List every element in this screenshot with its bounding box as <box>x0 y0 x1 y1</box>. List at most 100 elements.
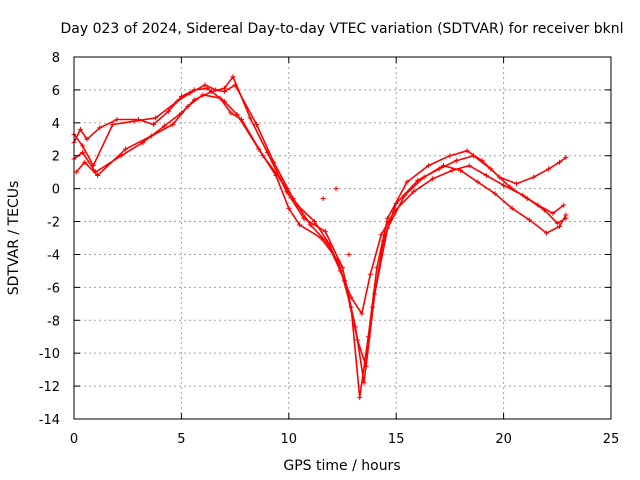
data-point <box>208 89 214 95</box>
data-point <box>80 143 86 149</box>
data-point <box>312 219 318 225</box>
x-ticks: 0 5 10 15 20 25 <box>70 57 619 447</box>
data-point <box>526 217 532 223</box>
y-tick-label: -6 <box>47 281 60 296</box>
y-tick-label: -10 <box>39 347 60 362</box>
data-point <box>322 228 328 234</box>
data-point <box>447 153 453 159</box>
data-point <box>453 158 459 164</box>
data-point <box>333 186 339 192</box>
y-tick-label: -14 <box>39 413 60 428</box>
data-point <box>385 215 391 221</box>
grid <box>74 57 611 419</box>
data-point <box>307 222 313 228</box>
data-point <box>254 121 260 127</box>
data-point <box>492 191 498 197</box>
data-point <box>346 251 352 257</box>
data-point <box>217 95 223 101</box>
data-point <box>200 92 206 98</box>
data-point <box>372 291 378 297</box>
data-point <box>340 265 345 271</box>
y-tick-label: 6 <box>52 84 60 99</box>
data-point <box>213 87 219 93</box>
data-point <box>170 121 176 127</box>
data-point <box>228 110 234 116</box>
data-point <box>556 223 562 229</box>
data-point <box>385 225 391 231</box>
y-ticks: -14 -12 -10 -8 -6 -4 -2 0 2 4 6 8 <box>39 51 611 428</box>
data-point <box>391 209 397 215</box>
data-point <box>535 202 541 208</box>
data-point <box>247 115 253 121</box>
data-point <box>402 192 408 198</box>
chart-title: Day 023 of 2024, Sidereal Day-to-day VTE… <box>61 21 624 37</box>
data-point <box>239 117 245 123</box>
x-tick-label: 0 <box>70 432 78 447</box>
data-point <box>520 192 526 198</box>
data-point <box>123 146 129 152</box>
data-point <box>148 133 154 139</box>
x-axis-label: GPS time / hours <box>283 458 400 474</box>
x-tick-label: 5 <box>177 432 185 447</box>
data-point <box>449 168 455 174</box>
series-track-3 <box>73 92 569 369</box>
data-point <box>464 148 470 154</box>
y-axis-label: SDTVAR / TECUs <box>6 181 22 296</box>
data-point <box>166 108 172 114</box>
series-line <box>73 75 567 383</box>
data-point <box>471 153 477 159</box>
x-tick-label: 10 <box>281 432 298 447</box>
data-point <box>185 103 191 109</box>
data-point <box>563 154 569 160</box>
data-point <box>410 189 416 195</box>
data-point <box>84 136 90 142</box>
data-point <box>430 176 436 182</box>
y-tick-label: 8 <box>52 51 60 66</box>
data-point <box>150 121 156 127</box>
data-point <box>509 205 515 211</box>
data-point <box>90 163 96 169</box>
data-point <box>348 294 354 300</box>
data-point <box>221 89 227 95</box>
plot-frame <box>73 56 612 420</box>
data-point <box>357 395 363 401</box>
data-point <box>466 163 472 169</box>
data-point <box>161 123 167 129</box>
data-point <box>95 172 101 178</box>
y-tick-label: 2 <box>52 150 60 165</box>
data-point <box>80 149 86 155</box>
y-tick-label: -12 <box>39 380 60 395</box>
data-point <box>440 163 446 169</box>
data-point <box>488 166 494 172</box>
data-point <box>131 118 137 124</box>
data-point <box>286 205 292 211</box>
data-point <box>378 232 384 238</box>
series-line <box>73 83 565 316</box>
data-point <box>153 115 159 121</box>
data-point <box>367 271 373 277</box>
data-point <box>324 240 330 246</box>
x-tick-label: 25 <box>603 432 620 447</box>
data-point <box>475 179 481 185</box>
data-point <box>404 179 410 185</box>
data-point <box>320 196 326 202</box>
data-point <box>425 163 431 169</box>
data-point <box>421 174 427 180</box>
data-point <box>290 196 296 202</box>
data-point <box>359 311 365 317</box>
data-point <box>546 166 552 172</box>
data-point <box>82 159 88 165</box>
data-point <box>297 222 303 228</box>
y-tick-label: 4 <box>52 117 60 132</box>
y-tick-label: -4 <box>47 248 60 263</box>
y-tick-label: 0 <box>52 183 60 198</box>
data-point <box>114 117 120 123</box>
data-point <box>483 172 489 178</box>
data-point <box>393 200 399 206</box>
data-point <box>355 337 361 343</box>
data-point <box>556 159 562 165</box>
data-point <box>202 82 208 88</box>
data-point <box>232 82 238 88</box>
x-tick-label: 15 <box>388 432 405 447</box>
